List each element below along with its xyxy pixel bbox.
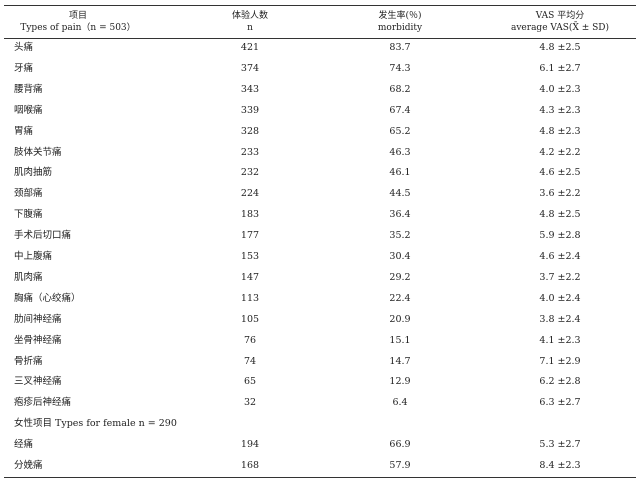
cell: 113 [240,292,260,304]
cell: 3.8 ±2.4 [539,313,581,325]
cell: 74.3 [389,62,411,74]
cell: 7.1 ±2.9 [539,355,581,367]
cell: 224 [240,188,260,200]
row-label: 肋间神经痛 [14,313,62,325]
cell: 168 [240,460,260,471]
cell: 65 [243,376,257,388]
bottom-rule [4,477,636,478]
cell: 3.7 ±2.2 [539,271,581,283]
row-label: 胸痛（心绞痛） [14,292,81,304]
cell: 339 [240,104,260,116]
header-rule [4,38,636,39]
cell: 4.8 ±2.5 [539,42,581,53]
cell: 74 [243,355,257,367]
cell: 36.4 [389,209,411,221]
cell: 20.9 [389,313,411,325]
cell: 67.4 [389,104,411,116]
row-label: 中上腹痛 [14,251,53,262]
cell: 328 [240,125,260,137]
row-label: 三叉神经痛 [14,376,62,388]
header-en: n [247,23,253,33]
section-title: 女性项目 Types for female n = 290 [14,418,177,430]
header-zh: VAS 平均分 [535,11,585,21]
cell: 8.4 ±2.3 [539,460,581,471]
cell: 421 [240,42,260,53]
cell: 4.0 ±2.4 [539,292,581,304]
header-zh: 发生率(％) [378,11,422,21]
cell: 76 [243,334,257,346]
cell: 32 [243,397,257,409]
row-label: 分娩痛 [14,460,43,471]
cell: 4.6 ±2.5 [539,167,581,179]
cell: 12.9 [389,376,411,388]
cell: 5.3 ±2.7 [539,439,581,451]
row-label: 下腹痛 [14,209,43,221]
cell: 4.8 ±2.3 [539,125,581,137]
cell: 4.1 ±2.3 [539,334,581,346]
row-label: 肌肉抽筋 [14,167,53,179]
row-label: 肌肉痛 [14,271,43,283]
cell: 153 [240,251,260,262]
cell: 105 [240,313,260,325]
header-zh: 体验人数 [231,11,269,21]
cell: 46.3 [389,146,411,158]
row-label: 腰背痛 [14,83,43,95]
cell: 6.4 [392,397,408,409]
cell: 4.0 ±2.3 [539,83,581,95]
cell: 232 [240,167,260,179]
cell: 4.2 ±2.2 [539,146,581,158]
row-label: 头痛 [14,42,34,53]
cell: 6.3 ±2.7 [539,397,581,409]
cell: 68.2 [389,83,411,95]
row-label: 胃痛 [14,125,34,137]
cell: 44.5 [389,188,411,200]
cell: 194 [240,439,260,451]
cell: 66.9 [389,439,411,451]
cell: 343 [240,83,260,95]
cell: 6.2 ±2.8 [539,376,581,388]
row-label: 坐骨神经痛 [14,334,62,346]
cell: 30.4 [389,251,411,262]
cell: 83.7 [389,42,411,53]
cell: 57.9 [389,460,411,471]
cell: 65.2 [389,125,411,137]
cell: 3.6 ±2.2 [539,188,581,200]
cell: 35.2 [389,230,411,242]
cell: 4.8 ±2.5 [539,209,581,221]
row-label: 疱疹后神经痛 [14,397,72,409]
cell: 22.4 [389,292,411,304]
cell: 5.9 ±2.8 [539,230,581,242]
cell: 177 [240,230,260,242]
cell: 29.2 [389,271,411,283]
cell: 183 [240,209,260,221]
top-rule [4,5,636,6]
cell: 15.1 [389,334,411,346]
row-label: 牙痛 [14,62,34,74]
cell: 46.1 [389,167,411,179]
row-label: 肢体关节痛 [14,146,62,158]
row-label: 颈部痛 [14,188,43,200]
cell: 4.3 ±2.3 [539,104,581,116]
header-en: average VAS(X̄ ± SD) [510,23,610,33]
cell: 6.1 ±2.7 [539,62,581,74]
cell: 14.7 [389,355,411,367]
row-label: 咽喉痛 [14,104,43,116]
cell: 147 [240,271,260,283]
cell: 4.6 ±2.4 [539,251,581,262]
header-zh: 项目 [68,11,88,21]
row-label: 手术后切口痛 [14,230,72,242]
header-en: Types of pain（n = 503） [20,23,136,33]
header-en: morbidity [377,23,423,33]
cell: 374 [240,62,260,74]
row-label: 经痛 [14,439,34,451]
row-label: 骨折痛 [14,355,43,367]
cell: 233 [240,146,260,158]
